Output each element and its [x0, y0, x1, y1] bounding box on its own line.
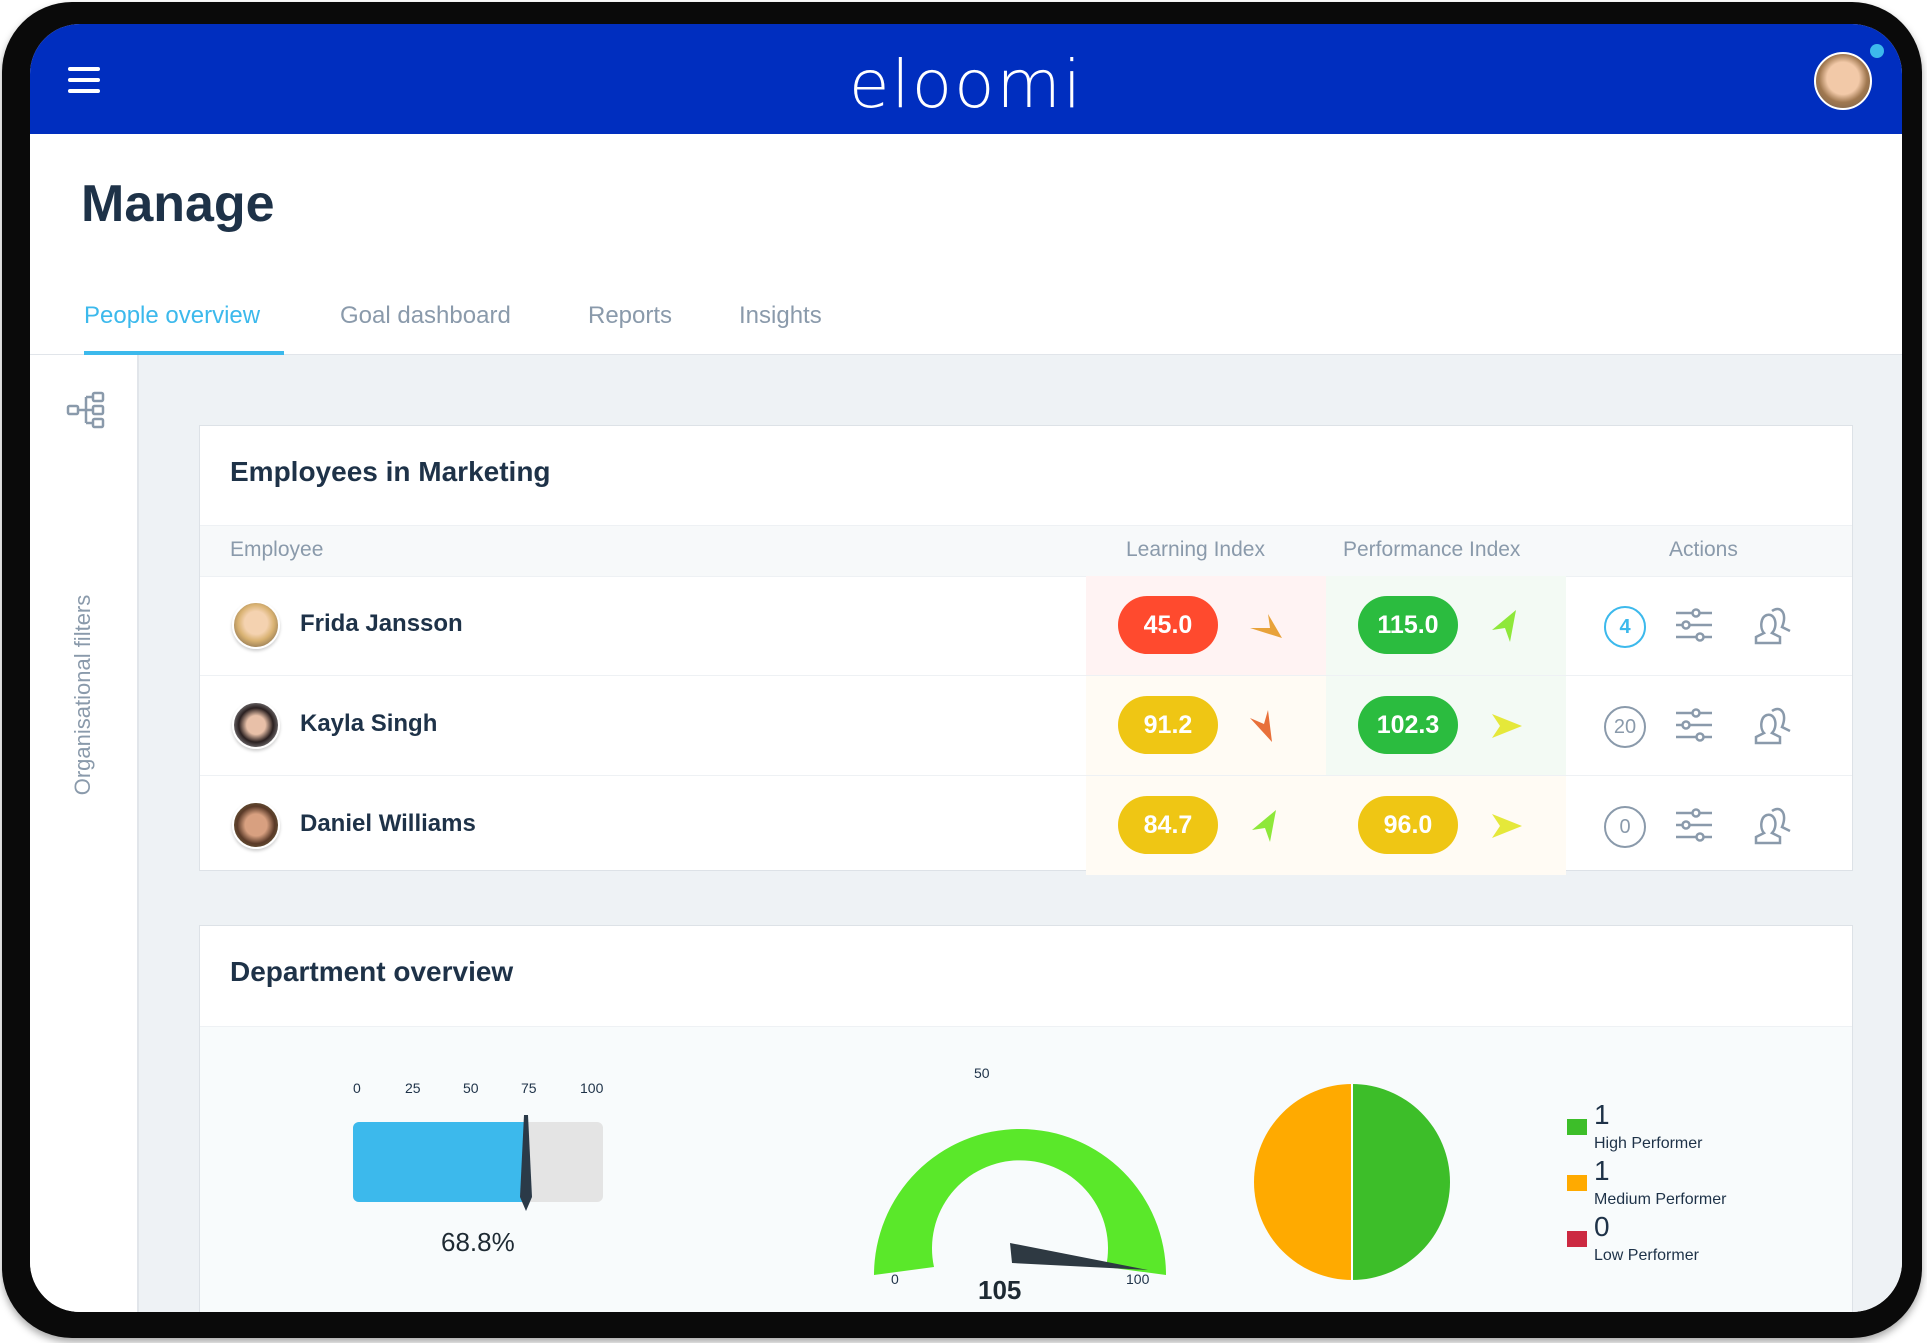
pie-svg: [1254, 1084, 1450, 1280]
trend-down-right-icon: [1250, 614, 1282, 638]
tick-label: 25: [405, 1080, 421, 1096]
employee-name[interactable]: Daniel Williams: [300, 810, 476, 837]
gauge-svg: [874, 1129, 1166, 1275]
gauge-value: 105: [978, 1275, 1022, 1305]
legend-value: 1: [1594, 1155, 1610, 1186]
learning-index-badge: 84.7: [1118, 796, 1218, 854]
tab-goal-dashboard[interactable]: Goal dashboard: [340, 302, 511, 329]
column-actions: Actions: [1669, 538, 1738, 561]
users-icon[interactable]: [1750, 703, 1794, 747]
org-filter-sidebar[interactable]: Organisational filters: [30, 355, 139, 1312]
org-chart-icon[interactable]: [66, 391, 106, 431]
tick-label: 50: [974, 1065, 990, 1081]
avatar: [232, 801, 280, 849]
hamburger-icon[interactable]: [68, 67, 100, 93]
table-row[interactable]: Kayla Singh 91.2 102.3 20: [200, 676, 1852, 776]
avatar: [232, 701, 280, 749]
employees-card: Employees in Marketing Employee Learning…: [199, 425, 1853, 875]
legend-value: 1: [1594, 1099, 1610, 1130]
legend-value: 0: [1594, 1211, 1610, 1242]
tick-label: 50: [463, 1080, 479, 1096]
performance-cell: 96.0: [1326, 776, 1566, 875]
tick-label: 0: [891, 1271, 899, 1287]
bullet-value: 68.8%: [441, 1227, 515, 1257]
trend-down-icon: [1250, 710, 1272, 742]
tab-reports[interactable]: Reports: [588, 302, 673, 329]
sliders-icon[interactable]: [1672, 803, 1716, 847]
user-avatar[interactable]: [1814, 52, 1872, 110]
column-learning-index[interactable]: Learning Index: [1126, 538, 1265, 561]
tab-insights[interactable]: Insights: [739, 302, 822, 329]
notification-dot: [1870, 44, 1884, 58]
active-tab-indicator: [84, 351, 284, 355]
goal-count-badge[interactable]: 0: [1604, 806, 1646, 848]
users-icon[interactable]: [1750, 603, 1794, 647]
learning-cell: 91.2: [1086, 676, 1326, 775]
legend-swatch-high: [1567, 1119, 1587, 1135]
legend-swatch-low: [1567, 1231, 1587, 1247]
department-card-title: Department overview: [230, 956, 514, 987]
employee-name[interactable]: Frida Jansson: [300, 610, 463, 637]
goal-count-badge[interactable]: 4: [1604, 606, 1646, 648]
department-charts: 0 25 50 75 100 68.8% 50 0 100: [200, 1026, 1852, 1312]
trend-up-icon: [1252, 810, 1276, 842]
tab-bar: People overview Goal dashboard Reports I…: [30, 284, 1902, 357]
page-title: Manage: [81, 175, 275, 233]
top-bar: eloomi: [30, 24, 1902, 134]
users-icon[interactable]: [1750, 803, 1794, 847]
column-performance-index[interactable]: Performance Index: [1343, 538, 1521, 561]
tick-label: 100: [1126, 1271, 1150, 1287]
learning-index-badge: 45.0: [1118, 596, 1218, 654]
learning-index-badge: 91.2: [1118, 696, 1218, 754]
tick-label: 75: [521, 1080, 537, 1096]
app-screen: eloomi Manage People overview Goal dashb…: [30, 24, 1902, 1312]
sliders-icon[interactable]: [1672, 703, 1716, 747]
eloomi-logo[interactable]: eloomi: [848, 46, 1084, 123]
trend-right-icon: [1492, 814, 1522, 838]
trend-up-icon: [1492, 610, 1516, 642]
legend-label: Medium Performer: [1594, 1191, 1727, 1208]
column-employee[interactable]: Employee: [230, 538, 324, 561]
table-header: Employee Learning Index Performance Inde…: [200, 525, 1852, 577]
table-row[interactable]: Frida Jansson 45.0 115.0 4: [200, 576, 1852, 676]
legend-label: High Performer: [1594, 1135, 1703, 1152]
employee-name[interactable]: Kayla Singh: [300, 710, 438, 737]
performance-index-badge: 115.0: [1358, 596, 1458, 654]
performance-cell: 115.0: [1326, 576, 1566, 675]
tick-label: 0: [353, 1080, 361, 1096]
legend-swatch-medium: [1567, 1175, 1587, 1191]
main-content: Employees in Marketing Employee Learning…: [139, 355, 1902, 1312]
tick-label: 100: [580, 1080, 604, 1096]
bullet-bar: [353, 1122, 525, 1202]
learning-cell: 45.0: [1086, 576, 1326, 675]
employees-card-title: Employees in Marketing: [230, 456, 551, 487]
goal-count-badge[interactable]: 20: [1604, 706, 1646, 748]
department-card: Department overview 0 25 50 75 100 68.8%…: [199, 925, 1853, 1312]
sliders-icon[interactable]: [1672, 603, 1716, 647]
avatar: [232, 601, 280, 649]
tab-people-overview[interactable]: People overview: [84, 302, 261, 329]
performance-cell: 102.3: [1326, 676, 1566, 775]
org-filters-label[interactable]: Organisational filters: [70, 594, 95, 796]
bullet-marker: [520, 1115, 532, 1211]
performance-index-badge: 102.3: [1358, 696, 1458, 754]
trend-right-icon: [1492, 714, 1522, 738]
learning-cell: 84.7: [1086, 776, 1326, 875]
performance-index-badge: 96.0: [1358, 796, 1458, 854]
table-row[interactable]: Daniel Williams 84.7 96.0 0: [200, 776, 1852, 875]
legend-label: Low Performer: [1594, 1247, 1699, 1264]
